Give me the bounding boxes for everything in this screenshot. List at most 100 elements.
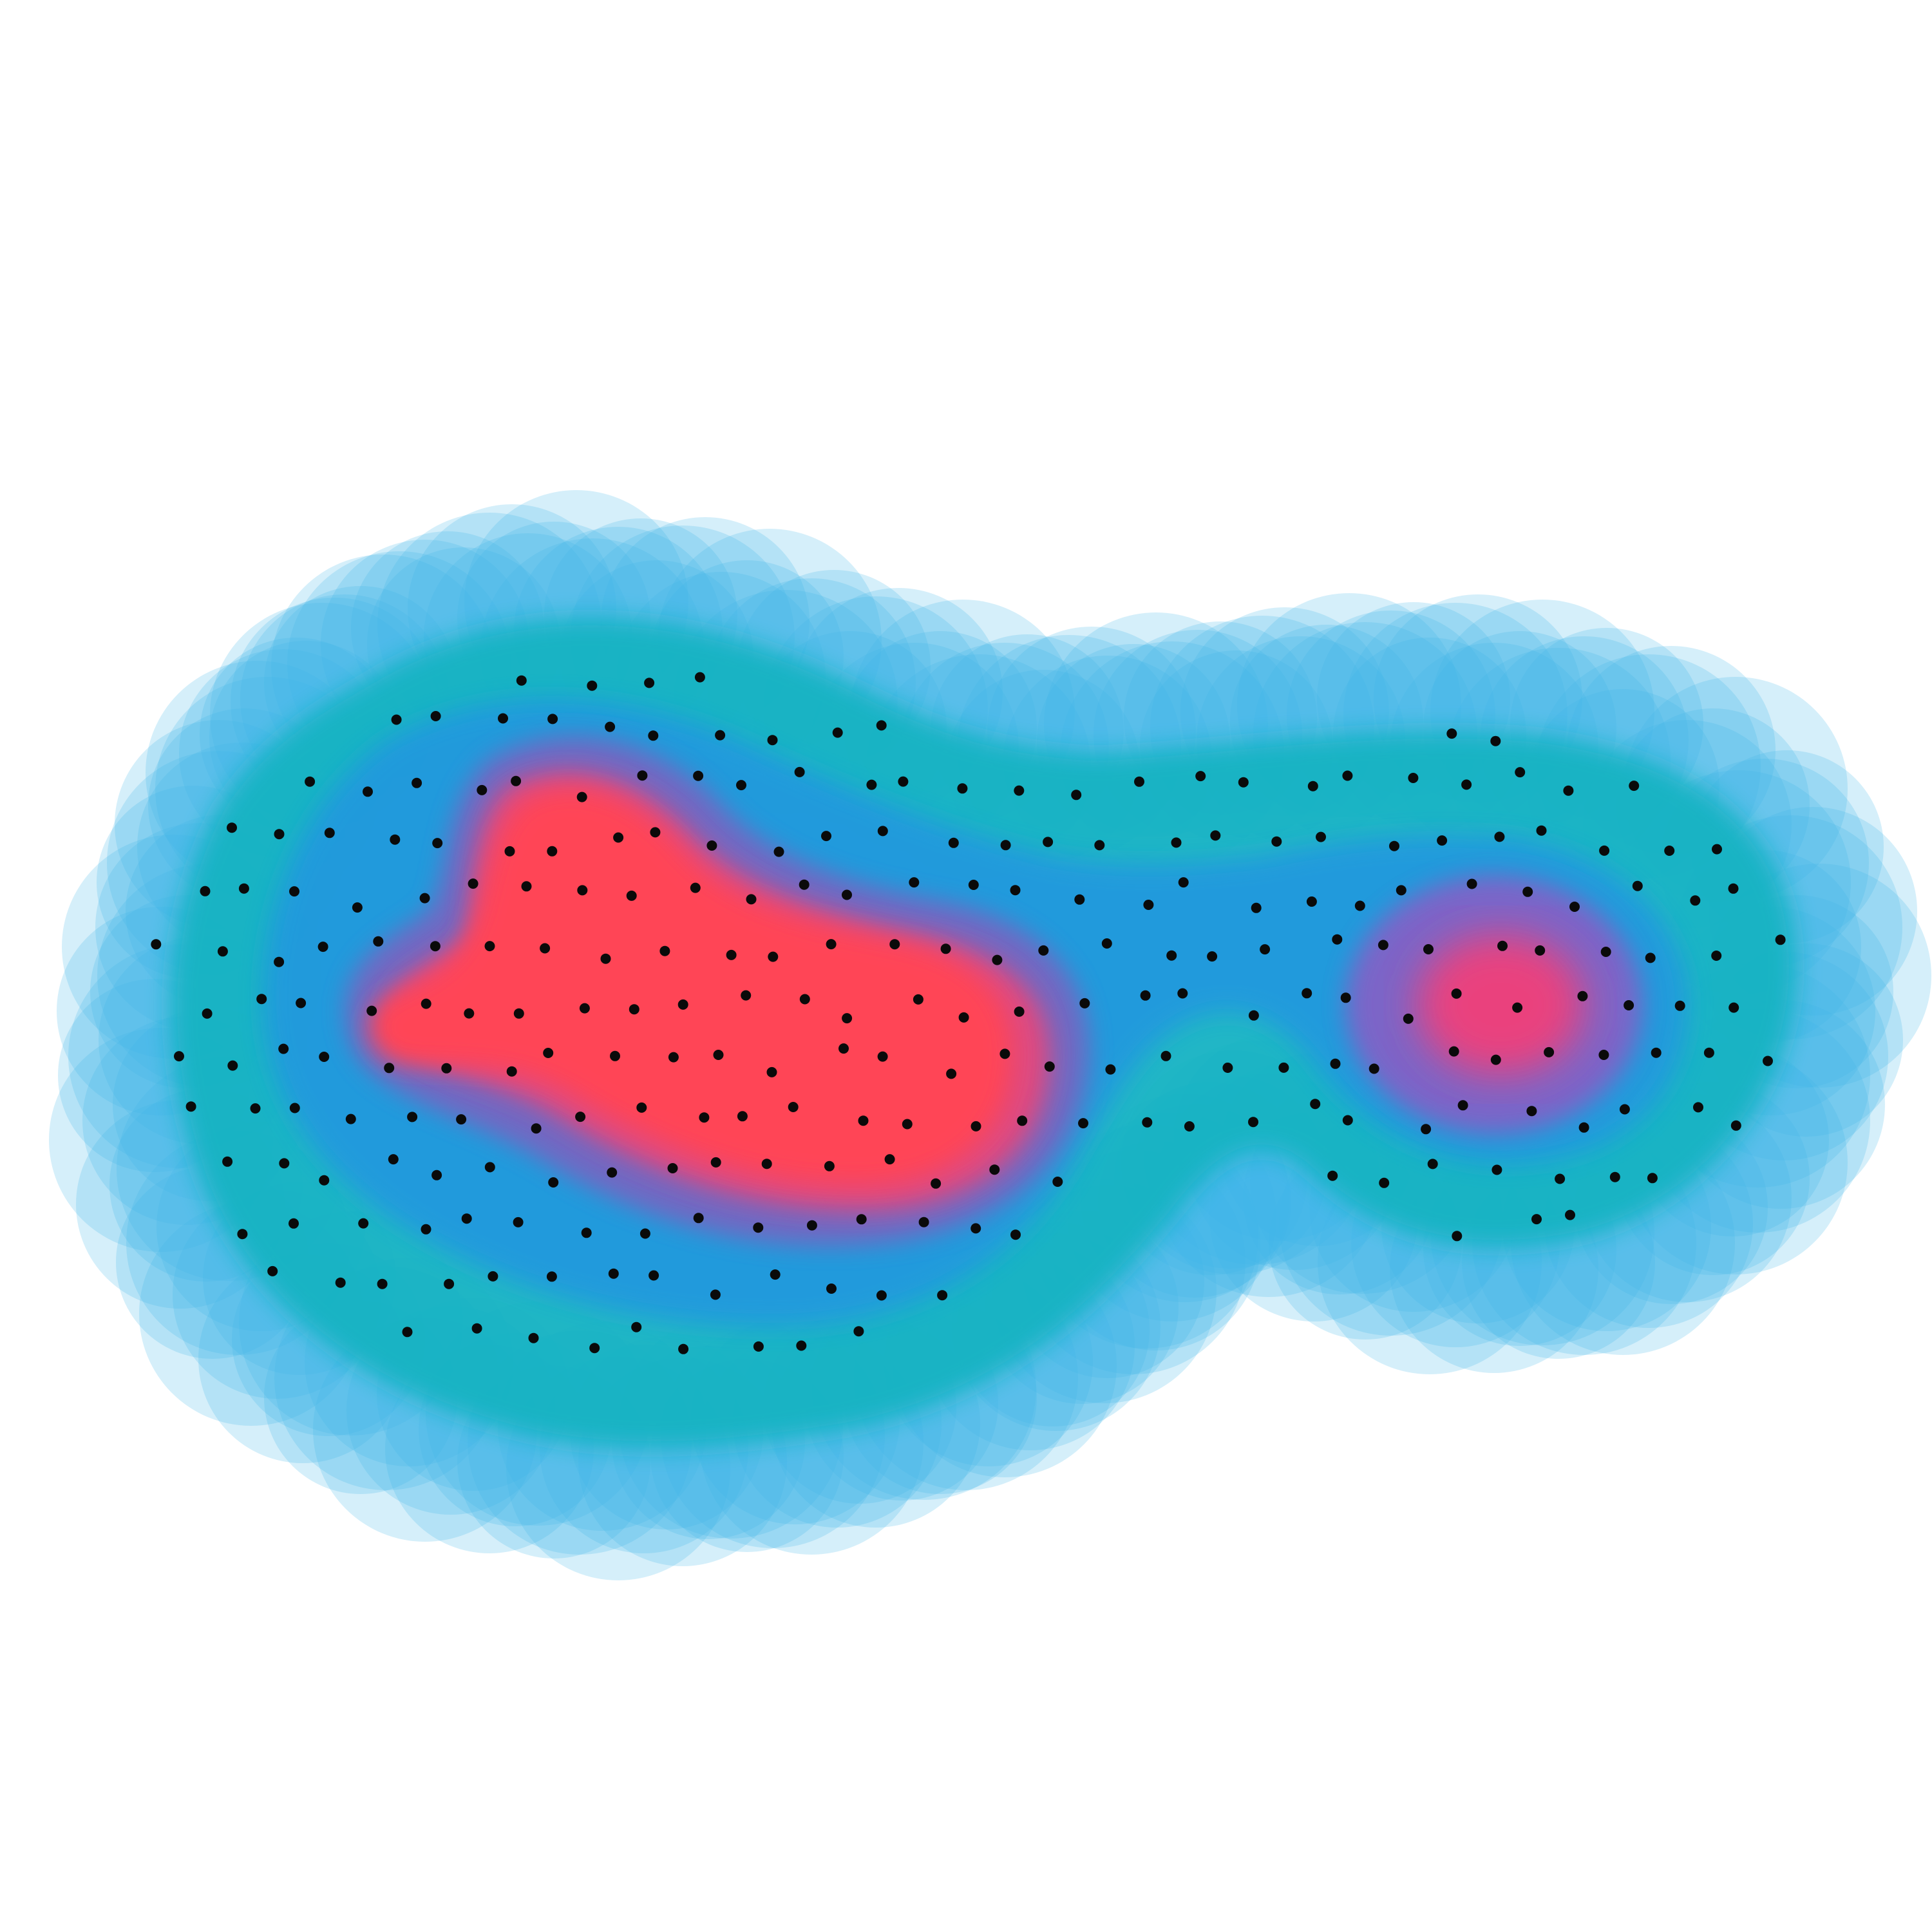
sample-dot — [421, 1224, 431, 1235]
sample-dot — [1544, 1046, 1555, 1057]
sample-dot — [767, 735, 778, 746]
sample-dot — [267, 1265, 278, 1276]
sample-dot — [444, 1278, 455, 1289]
sample-dot — [913, 994, 923, 1005]
sample-dot — [1342, 1115, 1353, 1126]
sample-dot — [324, 828, 335, 838]
sample-dot — [1251, 902, 1262, 913]
sample-dot — [842, 889, 852, 900]
sample-dot — [957, 783, 968, 794]
sample-dot — [1693, 1102, 1703, 1113]
sample-dot — [753, 1341, 764, 1352]
sample-dot — [1632, 880, 1643, 891]
sample-dot — [1645, 952, 1656, 963]
sample-dot — [1143, 900, 1154, 910]
sample-dot — [1306, 896, 1317, 907]
sample-dot — [1492, 1164, 1502, 1175]
sample-dot — [366, 1005, 377, 1016]
sample-dot — [1379, 1177, 1390, 1188]
sample-dot — [668, 1052, 679, 1063]
sample-dot — [726, 949, 737, 960]
sample-dot — [1497, 940, 1508, 951]
sample-dot — [358, 1218, 369, 1229]
sample-dot — [1466, 878, 1477, 889]
sample-dot — [631, 1321, 642, 1332]
sample-dot — [1044, 1061, 1055, 1072]
sample-dot — [1452, 1231, 1463, 1242]
sample-dot — [1378, 940, 1388, 951]
sample-dot — [441, 1063, 452, 1074]
sample-dot — [876, 1290, 887, 1301]
sample-dot — [610, 1050, 620, 1061]
sample-dot — [1569, 902, 1580, 912]
sample-dot — [1271, 836, 1282, 847]
sample-dot — [770, 1269, 781, 1280]
sample-dot — [737, 1111, 748, 1122]
sample-dot — [511, 775, 522, 786]
sample-dot — [506, 1066, 517, 1077]
sample-dot — [317, 942, 328, 952]
sample-dot — [238, 883, 249, 894]
sample-dot — [227, 1060, 238, 1071]
sample-dot — [1278, 1062, 1289, 1073]
sample-dot — [227, 822, 237, 833]
sample-dot — [363, 786, 373, 797]
sample-dot — [1142, 1117, 1153, 1128]
sample-dot — [1712, 844, 1722, 855]
sample-dot — [1014, 1006, 1025, 1017]
sample-dot — [589, 1343, 600, 1354]
sample-dot — [1171, 837, 1182, 848]
sample-dot — [1222, 1063, 1233, 1073]
sample-dot — [577, 885, 588, 896]
sample-dot — [1332, 934, 1343, 945]
sample-dot — [693, 1213, 704, 1224]
sample-dot — [237, 1229, 248, 1240]
sample-dot — [600, 953, 611, 964]
sample-dot — [636, 1102, 647, 1113]
sample-dot — [431, 1170, 442, 1180]
sample-dot — [1307, 781, 1318, 791]
sample-dot — [1515, 767, 1526, 778]
sample-dot — [1014, 785, 1025, 796]
sample-dot — [1421, 1124, 1432, 1135]
sample-dot — [1074, 894, 1085, 905]
sample-dot — [946, 1068, 957, 1079]
sample-dot — [678, 1343, 689, 1354]
sample-dot — [250, 1103, 261, 1114]
sample-dot — [1664, 846, 1675, 856]
sample-dot — [773, 846, 784, 857]
sample-dot — [806, 1220, 817, 1231]
sample-dot — [1078, 1118, 1088, 1129]
sample-dot — [1017, 1115, 1028, 1126]
sample-dot — [971, 1223, 981, 1234]
sample-dot — [1647, 1173, 1658, 1184]
sample-dot — [528, 1332, 539, 1343]
sample-dot — [1342, 770, 1353, 781]
sample-dot — [1140, 990, 1151, 1001]
sample-dot — [1195, 771, 1206, 782]
sample-dot — [576, 791, 587, 802]
sample-dot — [659, 945, 670, 956]
sample-dot — [605, 721, 616, 732]
sample-dot — [1207, 951, 1218, 962]
sample-dot — [1368, 1063, 1379, 1074]
sample-dot — [644, 677, 655, 688]
sample-dot — [1423, 944, 1434, 954]
sample-dot — [1457, 1100, 1468, 1111]
sample-dot — [274, 956, 285, 967]
sample-dot — [639, 1228, 650, 1239]
sample-dot — [856, 1214, 867, 1225]
sample-dot — [958, 1012, 969, 1023]
sample-dot — [877, 1051, 888, 1062]
sample-dot — [826, 1283, 837, 1294]
sample-dot — [1079, 998, 1090, 1009]
sample-dot — [1354, 900, 1365, 911]
sample-dot — [898, 776, 909, 787]
sample-dot — [989, 1164, 1000, 1175]
sample-dot — [1389, 840, 1399, 851]
sample-dot — [1177, 988, 1188, 999]
sample-dot — [335, 1277, 346, 1288]
sample-dot — [402, 1327, 413, 1338]
sample-dot — [575, 1112, 586, 1122]
sample-dot — [1624, 1000, 1634, 1010]
